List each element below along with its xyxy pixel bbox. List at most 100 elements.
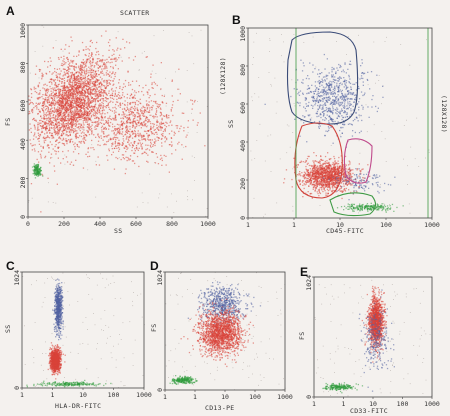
event-red-pop1 — [165, 116, 168, 118]
event-red-pop1 — [146, 108, 148, 110]
event-red-pop0 — [55, 131, 57, 133]
event-red-pop0 — [37, 102, 40, 105]
event-blue-pop0 — [332, 142, 334, 144]
event-red-pop1 — [320, 164, 322, 166]
event-red-pop1 — [127, 102, 129, 104]
event-red-pop0 — [85, 70, 87, 72]
event-red-pop0 — [73, 118, 75, 120]
event-red-pop0 — [94, 65, 96, 67]
event-red-pop1 — [318, 168, 320, 170]
event-red-pop0 — [60, 103, 63, 106]
event-red-pop0 — [60, 101, 63, 103]
event-red-pop0 — [58, 99, 60, 101]
event-red-pop0 — [43, 127, 46, 129]
event-red-pop0 — [69, 65, 71, 67]
background-event — [263, 216, 264, 218]
background-event — [136, 206, 138, 208]
event-blue-pop0 — [349, 104, 352, 106]
event-red-pop0 — [82, 138, 84, 140]
event-red-pop0 — [75, 118, 77, 120]
event-red-pop1 — [81, 101, 83, 104]
event-red-pop0 — [60, 127, 62, 129]
event-red-pop0 — [66, 142, 68, 145]
event-red-pop1 — [108, 128, 110, 130]
event-red-pop0 — [112, 84, 114, 86]
event-red-pop0 — [41, 117, 43, 119]
event-red-pop1 — [145, 84, 147, 86]
event-red-pop0 — [60, 118, 62, 120]
event-red-pop1 — [116, 147, 118, 149]
event-red-pop0 — [41, 72, 43, 74]
event-red-pop0 — [53, 97, 56, 100]
event-red-pop1 — [158, 125, 160, 128]
event-red-pop0 — [42, 104, 44, 106]
event-red-pop1 — [157, 139, 159, 141]
event-red-pop0 — [50, 60, 52, 62]
background-event — [346, 54, 347, 55]
event-red-pop1 — [140, 118, 142, 120]
event-red-pop0 — [69, 106, 71, 108]
event-red-pop1 — [118, 144, 121, 146]
event-blue-pop0 — [352, 130, 354, 132]
event-red-pop0 — [91, 93, 93, 95]
panel-b-letter: B — [232, 13, 241, 27]
background-event — [252, 100, 253, 102]
event-red-pop0 — [61, 133, 63, 135]
event-red-pop0 — [81, 65, 84, 67]
event-red-pop0 — [96, 51, 98, 53]
event-blue-pop0 — [330, 85, 333, 87]
event-red-pop1 — [141, 137, 143, 139]
event-red-pop1 — [146, 107, 149, 109]
event-red-pop1 — [117, 143, 119, 145]
event-red-pop0 — [64, 109, 66, 112]
event-red-pop0 — [84, 78, 86, 80]
event-blue-pop0 — [328, 107, 331, 109]
event-blue-pop0 — [321, 107, 324, 109]
event-red-pop1 — [103, 128, 106, 130]
event-red-pop0 — [67, 92, 70, 94]
event-red-pop1 — [346, 177, 348, 179]
event-blue-pop0 — [331, 83, 333, 85]
event-red-pop0 — [76, 126, 78, 129]
event-red-pop0 — [105, 98, 108, 100]
event-red-pop0 — [94, 62, 97, 64]
event-red-pop0 — [44, 137, 46, 139]
event-red-pop1 — [126, 120, 128, 122]
event-red-pop1 — [134, 109, 136, 111]
event-red-pop0 — [62, 158, 64, 160]
event-red-pop1 — [115, 134, 118, 136]
event-red-pop1 — [305, 168, 307, 170]
event-blue-pop0 — [320, 116, 322, 119]
event-red-pop1 — [148, 139, 150, 141]
event-blue-pop0 — [314, 99, 316, 102]
event-green-pop2 — [37, 175, 39, 177]
event-blue-pop0 — [347, 101, 349, 103]
event-red-pop1 — [150, 141, 152, 143]
event-red-pop1 — [87, 131, 89, 133]
event-red-pop0 — [100, 91, 102, 93]
event-red-pop1 — [126, 119, 128, 122]
event-red-pop1 — [172, 100, 174, 103]
event-red-pop1 — [159, 115, 161, 117]
event-red-pop0 — [70, 161, 73, 163]
event-blue-pop0 — [361, 62, 363, 64]
event-red-pop0 — [63, 118, 66, 120]
event-blue-pop0 — [316, 93, 318, 96]
event-red-pop0 — [107, 61, 109, 63]
event-red-pop0 — [103, 92, 105, 94]
event-blue-pop0 — [317, 101, 319, 104]
event-red-pop0 — [102, 63, 105, 66]
event-blue-pop0 — [326, 92, 329, 94]
event-red-pop1 — [151, 151, 153, 153]
event-red-pop0 — [64, 115, 66, 117]
event-blue-pop0 — [318, 95, 320, 98]
event-red-pop0 — [128, 57, 130, 59]
event-red-pop0 — [64, 93, 66, 96]
event-red-pop0 — [103, 84, 105, 87]
event-blue-pop0 — [324, 104, 327, 106]
event-red-pop0 — [62, 105, 64, 108]
event-blue-pop0 — [338, 77, 340, 79]
event-red-pop0 — [67, 89, 69, 91]
event-red-pop0 — [97, 50, 99, 53]
event-red-pop0 — [49, 117, 52, 119]
